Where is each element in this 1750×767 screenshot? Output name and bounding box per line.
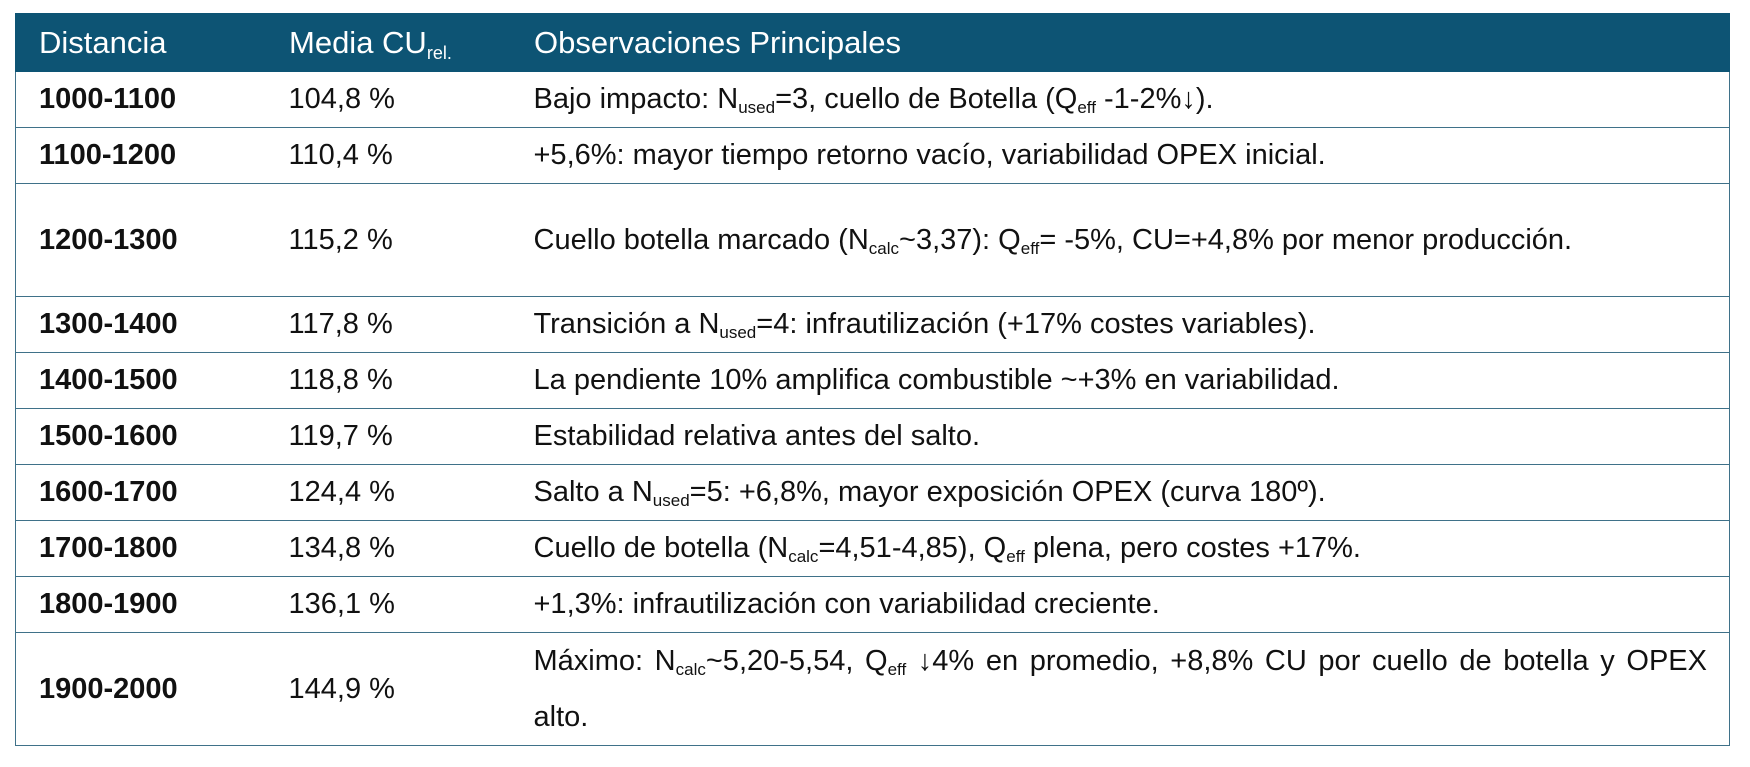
header-media-cu-label: Media CU	[289, 24, 427, 60]
cell-media-cu: 118,8 %	[265, 352, 511, 409]
table-header: Distancia Media CUrel. Observaciones Pri…	[15, 13, 1730, 72]
observation-text: ~3,37): Q	[899, 224, 1021, 256]
observation-text: ~5,20-5,54, Q	[705, 645, 888, 677]
cell-media-cu: 117,8 %	[265, 296, 511, 353]
cell-media-cu: 104,8 %	[265, 71, 511, 128]
cost-distance-table-container: Distancia Media CUrel. Observaciones Pri…	[15, 13, 1730, 746]
table-row: 1900-2000 144,9 % Máximo: Ncalc~5,20-5,54,…	[15, 632, 1730, 746]
observation-text: ↓4% en promedio, +8,8% CU por cuello de …	[533, 645, 1708, 733]
cell-observaciones: Salto a Nused=5: +6,8%, mayor exposición…	[510, 464, 1730, 521]
cell-media-cu: 124,4 %	[265, 464, 511, 521]
subscript: used	[719, 323, 757, 342]
cell-distancia: 1200-1300	[15, 183, 266, 297]
cell-observaciones: Transición a Nused=4: infrautilización (…	[510, 296, 1730, 353]
cell-distancia: 1100-1200	[15, 127, 266, 184]
cell-observaciones: Cuello botella marcado (Ncalc~3,37): Qef…	[510, 183, 1730, 297]
observation-text: =4,51-4,85), Q	[818, 532, 1007, 564]
cell-observaciones: Máximo: Ncalc~5,20-5,54, Qeff ↓4% en pro…	[510, 632, 1730, 746]
table-row: 1100-1200 110,4 % +5,6%: mayor tiempo reto…	[15, 127, 1730, 184]
subscript: eff	[1020, 239, 1040, 258]
cell-media-cu: 115,2 %	[265, 183, 511, 297]
subscript: eff	[887, 660, 907, 679]
observation-text: Máximo: N	[533, 645, 676, 677]
observation-text: Salto a N	[533, 476, 653, 508]
cell-distancia: 1800-1900	[15, 576, 266, 633]
cell-distancia: 1500-1600	[15, 408, 266, 465]
cell-distancia: 1900-2000	[15, 632, 266, 746]
header-distancia-label: Distancia	[39, 24, 167, 60]
cell-distancia: 1600-1700	[15, 464, 266, 521]
header-media-cu-subscript: rel.	[426, 42, 452, 63]
observation-text: Transición a N	[533, 308, 720, 340]
subscript: calc	[675, 660, 706, 679]
table-row: 1700-1800 134,8 % Cuello de botella (Ncalc…	[15, 520, 1730, 577]
cell-media-cu: 136,1 %	[265, 576, 511, 633]
cell-observaciones: Estabilidad relativa antes del salto.	[510, 408, 1730, 465]
cell-distancia: 1000-1100	[15, 71, 266, 128]
observation-text: plena, pero costes +17%.	[1024, 532, 1361, 564]
cell-distancia: 1400-1500	[15, 352, 266, 409]
header-observaciones: Observaciones Principales	[510, 13, 1730, 72]
cell-media-cu: 119,7 %	[265, 408, 511, 465]
subscript: eff	[1006, 547, 1025, 566]
cell-media-cu: 110,4 %	[265, 127, 511, 184]
observation-text: =4: infrautilización (+17% costes variab…	[756, 308, 1316, 340]
observation-text: Estabilidad relativa antes del salto.	[533, 420, 981, 452]
subscript: calc	[868, 239, 900, 258]
observation-text: +5,6%: mayor tiempo retorno vacío, varia…	[533, 139, 1326, 171]
table-body: 1000-1100 104,8 % Bajo impacto: Nused=3, c…	[15, 71, 1730, 746]
cell-observaciones: +5,6%: mayor tiempo retorno vacío, varia…	[510, 127, 1730, 184]
table-row: 1400-1500 118,8 % La pendiente 10% amplifi…	[15, 352, 1730, 409]
cell-observaciones: +1,3%: infrautilización con variabilidad…	[510, 576, 1730, 633]
subscript: eff	[1077, 98, 1096, 117]
cell-observaciones: Bajo impacto: Nused=3, cuello de Botella…	[510, 71, 1730, 128]
table-row: 1600-1700 124,4 % Salto a Nused=5: +6,8%, …	[15, 464, 1730, 521]
table-row: 1300-1400 117,8 % Transición a Nused=4: in…	[15, 296, 1730, 353]
cell-distancia: 1300-1400	[15, 296, 266, 353]
observation-text: +1,3%: infrautilización con variabilidad…	[533, 588, 1160, 620]
cell-observaciones: La pendiente 10% amplifica combustible ~…	[510, 352, 1730, 409]
observation-text: -1-2%↓).	[1095, 83, 1214, 115]
subscript: used	[652, 491, 690, 510]
cell-media-cu: 134,8 %	[265, 520, 511, 577]
cell-distancia: 1700-1800	[15, 520, 266, 577]
cell-media-cu: 144,9 %	[265, 632, 511, 746]
subscript: calc	[788, 547, 819, 566]
observation-text: Bajo impacto: N	[533, 83, 739, 115]
header-observaciones-label: Observaciones Principales	[534, 24, 902, 60]
observation-text: =3, cuello de Botella (Q	[775, 83, 1078, 115]
observation-text: La pendiente 10% amplifica combustible ~…	[533, 364, 1340, 396]
header-distancia: Distancia	[15, 13, 266, 72]
observation-text: =5: +6,8%, mayor exposición OPEX (curva …	[689, 476, 1326, 508]
cell-observaciones: Cuello de botella (Ncalc=4,51-4,85), Qef…	[510, 520, 1730, 577]
header-row: Distancia Media CUrel. Observaciones Pri…	[15, 13, 1730, 72]
observation-text: = -5%, CU=+4,8% por menor producción.	[1039, 224, 1573, 256]
observation-text: Cuello botella marcado (N	[533, 224, 869, 256]
observation-text: Cuello de botella (N	[533, 532, 789, 564]
table-row: 1800-1900 136,1 % +1,3%: infrautilización …	[15, 576, 1730, 633]
subscript: used	[738, 98, 776, 117]
table-row: 1000-1100 104,8 % Bajo impacto: Nused=3, c…	[15, 71, 1730, 128]
header-media-cu: Media CUrel.	[265, 13, 511, 72]
cost-distance-table: Distancia Media CUrel. Observaciones Pri…	[15, 13, 1730, 746]
table-row: 1200-1300 115,2 % Cuello botella marcado (…	[15, 183, 1730, 297]
table-row: 1500-1600 119,7 % Estabilidad relativa ant…	[15, 408, 1730, 465]
